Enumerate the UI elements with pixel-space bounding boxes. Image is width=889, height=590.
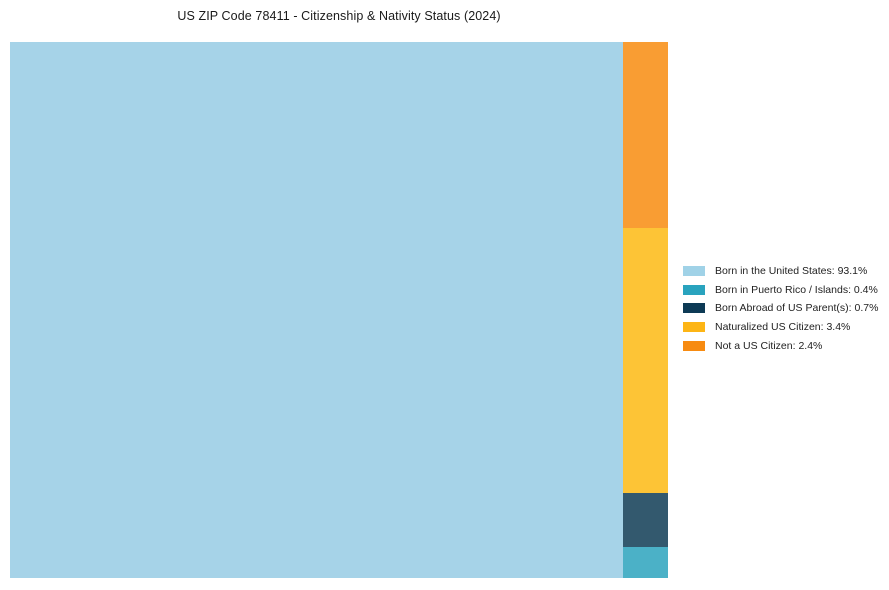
- legend: Born in the United States: 93.1% Born in …: [683, 262, 878, 355]
- legend-swatch-born-in-us: [683, 266, 705, 277]
- legend-label: Naturalized US Citizen: 3.4%: [715, 321, 851, 334]
- legend-label: Born in the United States: 93.1%: [715, 265, 868, 278]
- legend-item: Born in Puerto Rico / Islands: 0.4%: [683, 281, 878, 300]
- legend-swatch-born-in-puerto-rico-islands: [683, 284, 705, 295]
- legend-item: Naturalized US Citizen: 3.4%: [683, 318, 878, 337]
- treemap-rect-not-a-us-citizen: [622, 42, 668, 229]
- legend-item: Not a US Citizen: 2.4%: [683, 336, 878, 355]
- treemap-rect-naturalized-us-citizen: [622, 228, 668, 493]
- legend-label: Born in Puerto Rico / Islands: 0.4%: [715, 283, 878, 296]
- legend-swatch-born-abroad-of-us-parents: [683, 303, 705, 314]
- chart-title: US ZIP Code 78411 - Citizenship & Nativi…: [177, 9, 501, 23]
- treemap-rect-born-in-puerto-rico-islands: [622, 546, 668, 578]
- treemap-plot: [10, 42, 668, 578]
- legend-item: Born in the United States: 93.1%: [683, 262, 878, 281]
- treemap-rect-born-abroad-of-us-parents: [622, 492, 668, 547]
- legend-label: Not a US Citizen: 2.4%: [715, 339, 823, 352]
- legend-swatch-naturalized-us-citizen: [683, 322, 705, 333]
- legend-swatch-not-a-us-citizen: [683, 340, 705, 351]
- legend-label: Born Abroad of US Parent(s): 0.7%: [715, 302, 879, 315]
- legend-item: Born Abroad of US Parent(s): 0.7%: [683, 299, 878, 318]
- treemap-rect-born-in-us: [10, 42, 623, 578]
